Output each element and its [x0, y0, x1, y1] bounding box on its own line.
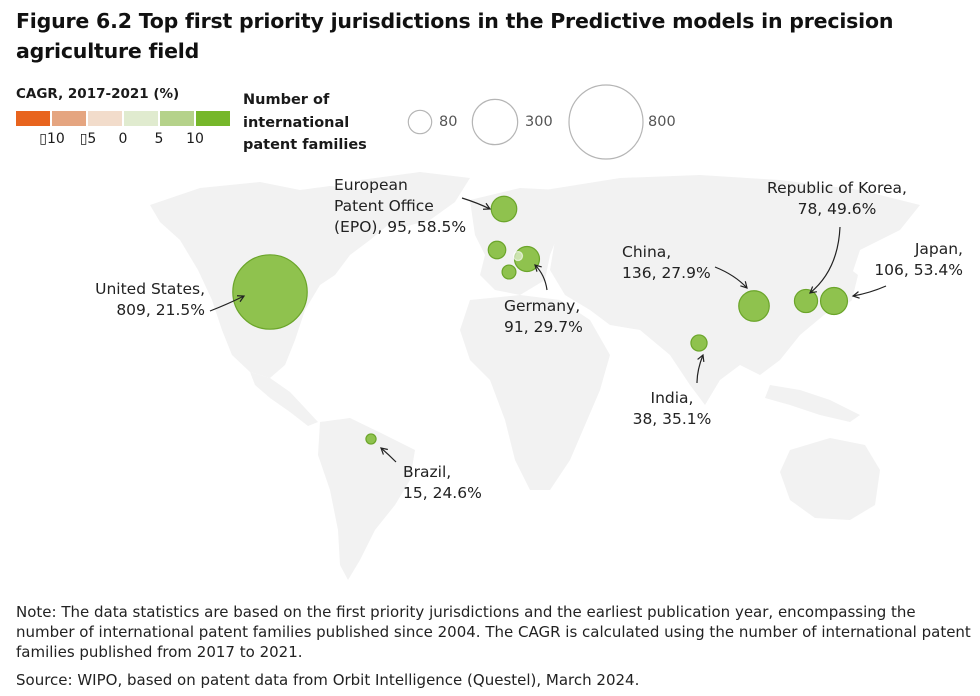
- bubble-india: [690, 334, 708, 352]
- label-brazil: Brazil, 15, 24.6%: [403, 462, 482, 504]
- label-india: India, 38, 35.1%: [632, 388, 712, 430]
- label-line: (EPO), 95, 58.5%: [334, 218, 467, 236]
- annotation-arrow: [809, 226, 841, 294]
- label-line: China,: [622, 243, 672, 261]
- cagr-color-scale: [16, 111, 230, 126]
- size-legend-title: Number of international patent families: [243, 89, 367, 157]
- cagr-swatch: [52, 111, 86, 126]
- australia-shape: [780, 438, 880, 520]
- size-legend-label: 800: [648, 114, 676, 130]
- figure-note: Note: The data statistics are based on t…: [16, 603, 971, 661]
- label-line: European: [334, 176, 408, 194]
- annotation-arrowhead: [809, 286, 817, 294]
- cagr-tick: ▯5: [79, 131, 97, 147]
- world-map: [150, 172, 920, 580]
- label-line: 809, 21.5%: [116, 301, 205, 319]
- label-line: Brazil,: [403, 463, 452, 481]
- size-legend-circle: [471, 98, 519, 146]
- size-legend-title-line: Number of: [243, 92, 330, 108]
- figure-source: Source: WIPO, based on patent data from …: [16, 671, 640, 689]
- bubble-china: [738, 290, 770, 322]
- annotation-arrowhead: [697, 353, 705, 363]
- size-legend-circles: [407, 84, 644, 160]
- label-line: 38, 35.1%: [632, 410, 712, 428]
- annotation-arrow: [534, 264, 548, 291]
- cagr-swatch: [124, 111, 158, 126]
- label-united-states: United States, 809, 21.5%: [90, 279, 205, 321]
- label-line: India,: [650, 389, 694, 407]
- bubbles-layer: [232, 195, 849, 445]
- label-republic-of-korea: Republic of Korea, 78, 49.6%: [762, 178, 912, 220]
- label-germany: Germany, 91, 29.7%: [504, 296, 583, 338]
- label-line: Patent Office: [334, 197, 434, 215]
- bubble-brazil: [365, 433, 377, 445]
- bubble-unlabeled-europe-3: [512, 250, 524, 262]
- label-line: United States,: [95, 280, 205, 298]
- land-masses: [150, 172, 920, 580]
- label-line: Germany,: [504, 297, 581, 315]
- label-line: 91, 29.7%: [504, 318, 583, 336]
- cagr-tick: 10: [186, 131, 204, 147]
- size-legend-title-line: international: [243, 114, 350, 131]
- annotation-arrowhead: [851, 291, 860, 299]
- label-line: 136, 27.9%: [622, 264, 711, 282]
- asia-shape: [545, 175, 920, 405]
- annotation-arrow: [714, 266, 748, 289]
- cagr-swatch: [196, 111, 230, 126]
- annotation-arrowhead: [236, 295, 246, 303]
- size-legend-circle: [568, 84, 644, 160]
- size-legend-title-line: patent families: [243, 137, 367, 153]
- south-america-shape: [318, 418, 415, 580]
- size-legend-circle: [407, 109, 433, 135]
- annotation-arrow: [461, 197, 491, 210]
- size-legend-label: 300: [525, 114, 553, 130]
- label-european-patent-office-epo: European Patent Office (EPO), 95, 58.5%: [334, 175, 466, 238]
- label-line: 15, 24.6%: [403, 484, 482, 502]
- arrows-layer: [209, 197, 887, 463]
- cagr-tick-labels: ▯10 ▯5 0 5 10: [16, 131, 230, 151]
- southeast-asia-islands-shape: [765, 385, 860, 422]
- greenland-shape: [360, 172, 470, 228]
- annotation-arrowhead: [534, 264, 542, 272]
- cagr-swatch: [88, 111, 122, 126]
- figure-title: Figure 6.2 Top first priority jurisdicti…: [16, 9, 894, 63]
- size-legend: 80 300 800: [395, 80, 715, 165]
- africa-shape: [460, 295, 610, 490]
- bubble-unlabeled-europe-2: [501, 264, 517, 280]
- bubble-united-states: [232, 254, 308, 330]
- label-line: Republic of Korea,: [767, 179, 907, 197]
- label-line: 78, 49.6%: [797, 200, 877, 218]
- annotation-arrowhead: [380, 447, 388, 455]
- annotation-arrow: [696, 354, 704, 384]
- cagr-legend-title: CAGR, 2017-2021 (%): [16, 86, 180, 102]
- cagr-tick: 5: [154, 131, 164, 147]
- cagr-swatch: [16, 111, 50, 126]
- bubble-republic-of-korea: [793, 288, 819, 314]
- cagr-tick: 0: [118, 131, 128, 147]
- bubble-unlabeled-europe-1: [487, 240, 507, 260]
- bubble-japan: [819, 286, 849, 316]
- label-line: 106, 53.4%: [874, 261, 963, 279]
- cagr-swatch: [160, 111, 194, 126]
- annotation-arrow: [852, 285, 887, 297]
- label-line: Japan,: [914, 240, 963, 258]
- annotation-arrowhead: [482, 202, 492, 210]
- label-china: China, 136, 27.9%: [622, 242, 711, 284]
- bubble-european-patent-office-epo: [490, 195, 518, 223]
- label-japan: Japan, 106, 53.4%: [865, 239, 963, 281]
- cagr-tick: ▯10: [39, 131, 65, 147]
- annotation-arrowhead: [740, 281, 748, 289]
- annotation-arrow: [209, 295, 245, 312]
- central-america-shape: [250, 372, 318, 426]
- annotation-arrow: [380, 447, 397, 463]
- size-legend-label: 80: [439, 114, 458, 130]
